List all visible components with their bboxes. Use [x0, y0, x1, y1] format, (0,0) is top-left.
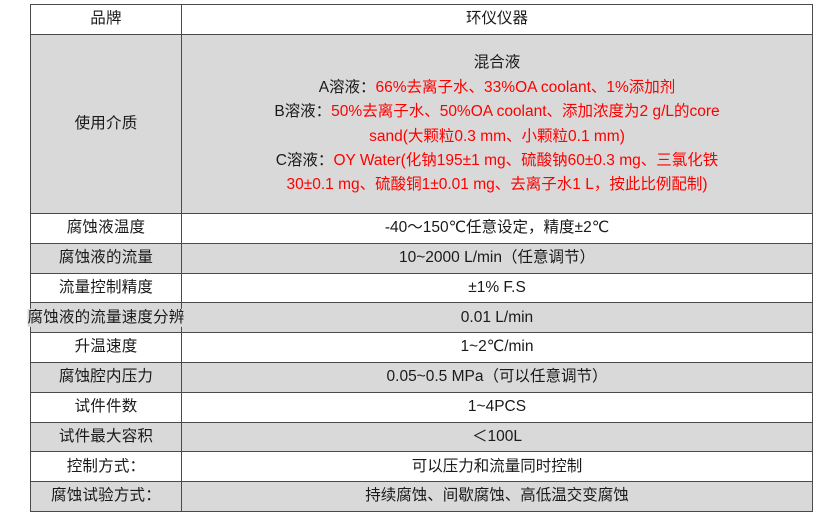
row-value-flow-accuracy: ±1% F.S [181, 272, 813, 304]
table-row: 试件最大容积 ＜100L [30, 421, 813, 453]
row-label-control-mode: 控制方式： [30, 451, 182, 483]
specification-table: 品牌 环仪仪器 使用介质 混合液 A溶液：66%去离子水、33%OA coola… [27, 4, 813, 512]
row-label-flow-resolution: 腐蚀液的流量速度分辨 [27, 302, 185, 334]
row-label-chamber-pressure: 腐蚀腔内压力 [30, 361, 182, 393]
row-value-heating-rate: 1~2℃/min [181, 332, 813, 363]
row-value-liquid-flow: 10~2000 L/min（任意调节） [181, 242, 813, 274]
table-row: 升温速度 1~2℃/min [30, 332, 813, 363]
media-solution-a-name: A溶液： [318, 78, 376, 96]
media-solution-b: B溶液：50%去离子水、50%OA coolant、添加浓度为2 g/L的cor… [274, 102, 719, 121]
media-solution-c: C溶液：OY Water(化钠195±1 mg、硫酸钠60±0.3 mg、三氯化… [276, 151, 719, 170]
media-solution-b-continuation: sand(大颗粒0.3 mm、小颗粒0.1 mm) [369, 127, 625, 145]
row-value-flow-resolution: 0.01 L/min [181, 302, 813, 334]
table-row: 品牌 环仪仪器 [30, 4, 813, 35]
media-solution-a: A溶液：66%去离子水、33%OA coolant、1%添加剂 [319, 78, 676, 97]
row-label-flow-accuracy: 流量控制精度 [30, 272, 182, 304]
row-value-control-mode: 可以压力和流量同时控制 [181, 451, 813, 483]
table-row: 试件件数 1~4PCS [30, 391, 813, 423]
row-label-specimen-count: 试件件数 [30, 391, 182, 423]
media-solution-b-text: 50%去离子水、50%OA coolant、添加浓度为2 g/L的core [331, 103, 720, 121]
row-value-brand: 环仪仪器 [181, 4, 813, 35]
table-row: 腐蚀液的流量 10~2000 L/min（任意调节） [30, 242, 813, 274]
table-row: 腐蚀液的流量速度分辨 0.01 L/min [27, 302, 813, 334]
media-solution-c-text: OY Water(化钠195±1 mg、硫酸钠60±0.3 mg、三氯化铁 [333, 151, 719, 169]
media-title: 混合液 [473, 54, 521, 72]
media-solution-c-name: C溶液： [275, 151, 334, 169]
table-row: 使用介质 混合液 A溶液：66%去离子水、33%OA coolant、1%添加剂… [30, 34, 813, 214]
row-value-corrosion-test-mode: 持续腐蚀、间歇腐蚀、高低温交变腐蚀 [181, 481, 813, 512]
table-row: 腐蚀液温度 -40～150℃任意设定，精度±2℃ [30, 213, 813, 244]
table-row: 腐蚀试验方式： 持续腐蚀、间歇腐蚀、高低温交变腐蚀 [30, 481, 813, 512]
row-value-liquid-temperature: -40～150℃任意设定，精度±2℃ [181, 213, 813, 244]
media-solution-b-name: B溶液： [274, 103, 332, 121]
table-row: 控制方式： 可以压力和流量同时控制 [30, 451, 813, 483]
row-label-liquid-temperature: 腐蚀液温度 [30, 213, 182, 244]
row-label-brand: 品牌 [30, 4, 182, 35]
row-label-corrosion-test-mode: 腐蚀试验方式： [30, 481, 182, 512]
media-solution-a-text: 66%去离子水、33%OA coolant、1%添加剂 [375, 78, 676, 96]
row-label-media: 使用介质 [30, 34, 182, 214]
row-label-specimen-max-volume: 试件最大容积 [30, 421, 182, 453]
row-label-heating-rate: 升温速度 [30, 332, 182, 363]
row-label-flow-resolution-text: 腐蚀液的流量速度分辨 [27, 308, 185, 327]
row-value-chamber-pressure: 0.05~0.5 MPa（可以任意调节） [181, 361, 813, 393]
media-content: 混合液 A溶液：66%去离子水、33%OA coolant、1%添加剂 B溶液：… [182, 51, 812, 196]
media-solution-c-continuation: 30±0.1 mg、硫酸铜1±0.01 mg、去离子水1 L，按此比例配制) [286, 176, 708, 194]
table-row: 腐蚀腔内压力 0.05~0.5 MPa（可以任意调节） [30, 361, 813, 393]
table-row: 流量控制精度 ±1% F.S [30, 272, 813, 304]
row-label-liquid-flow: 腐蚀液的流量 [30, 242, 182, 274]
row-value-specimen-max-volume: ＜100L [181, 421, 813, 453]
row-value-media: 混合液 A溶液：66%去离子水、33%OA coolant、1%添加剂 B溶液：… [181, 34, 813, 214]
specification-table-body: 品牌 环仪仪器 使用介质 混合液 A溶液：66%去离子水、33%OA coola… [27, 4, 813, 512]
row-value-specimen-count: 1~4PCS [181, 391, 813, 423]
